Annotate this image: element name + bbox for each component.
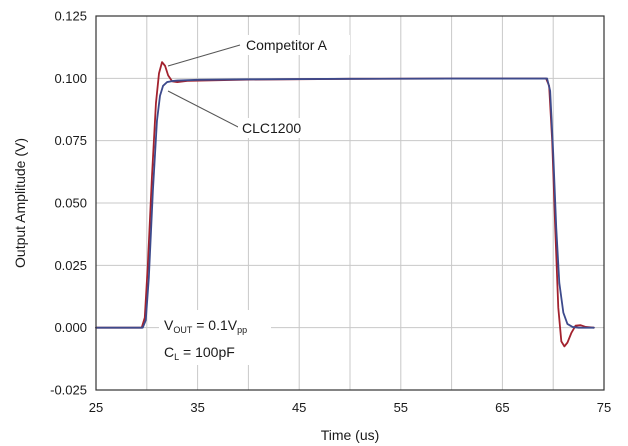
y-tick-label: 0.000: [54, 320, 87, 335]
y-axis-label: Output Amplitude (V): [12, 138, 28, 268]
competitor-leader-line: [167, 44, 241, 67]
y-tick-label: 0.125: [54, 9, 87, 24]
cl-condition: CL = 100pF: [164, 344, 235, 362]
y-tick-label: 0.075: [54, 133, 87, 148]
series-line-clc1200: [95, 77, 595, 329]
annotations: Competitor A CLC1200 VOUT = 0.1Vpp CL = …: [159, 35, 350, 365]
x-axis-label: Time (us): [321, 427, 380, 443]
competitor-label-bg: [242, 35, 350, 55]
clc-leader-line: [167, 90, 241, 129]
series-layer: [95, 61, 595, 348]
x-tick-label: 25: [89, 400, 103, 415]
vout-condition: VOUT = 0.1Vpp: [164, 317, 247, 335]
y-tick-labels: -0.025 0.000 0.025 0.050 0.075 0.100 0.125: [50, 9, 87, 398]
x-tick-label: 55: [394, 400, 408, 415]
x-tick-label: 45: [292, 400, 306, 415]
y-tick-label: -0.025: [50, 383, 87, 398]
x-tick-label: 65: [495, 400, 509, 415]
clc-label-bg: [238, 118, 320, 138]
conditions-bg: [159, 310, 271, 365]
y-tick-label: 0.025: [54, 258, 87, 273]
y-tick-label: 0.100: [54, 71, 87, 86]
y-tick-label: 0.050: [54, 196, 87, 211]
plot-frame: [95, 15, 605, 391]
x-tick-labels: 25 35 45 55 65 75: [89, 400, 611, 415]
x-tick-label: 35: [190, 400, 204, 415]
clc-label: CLC1200: [242, 120, 301, 136]
competitor-label: Competitor A: [246, 37, 328, 53]
x-tick-label: 75: [597, 400, 611, 415]
